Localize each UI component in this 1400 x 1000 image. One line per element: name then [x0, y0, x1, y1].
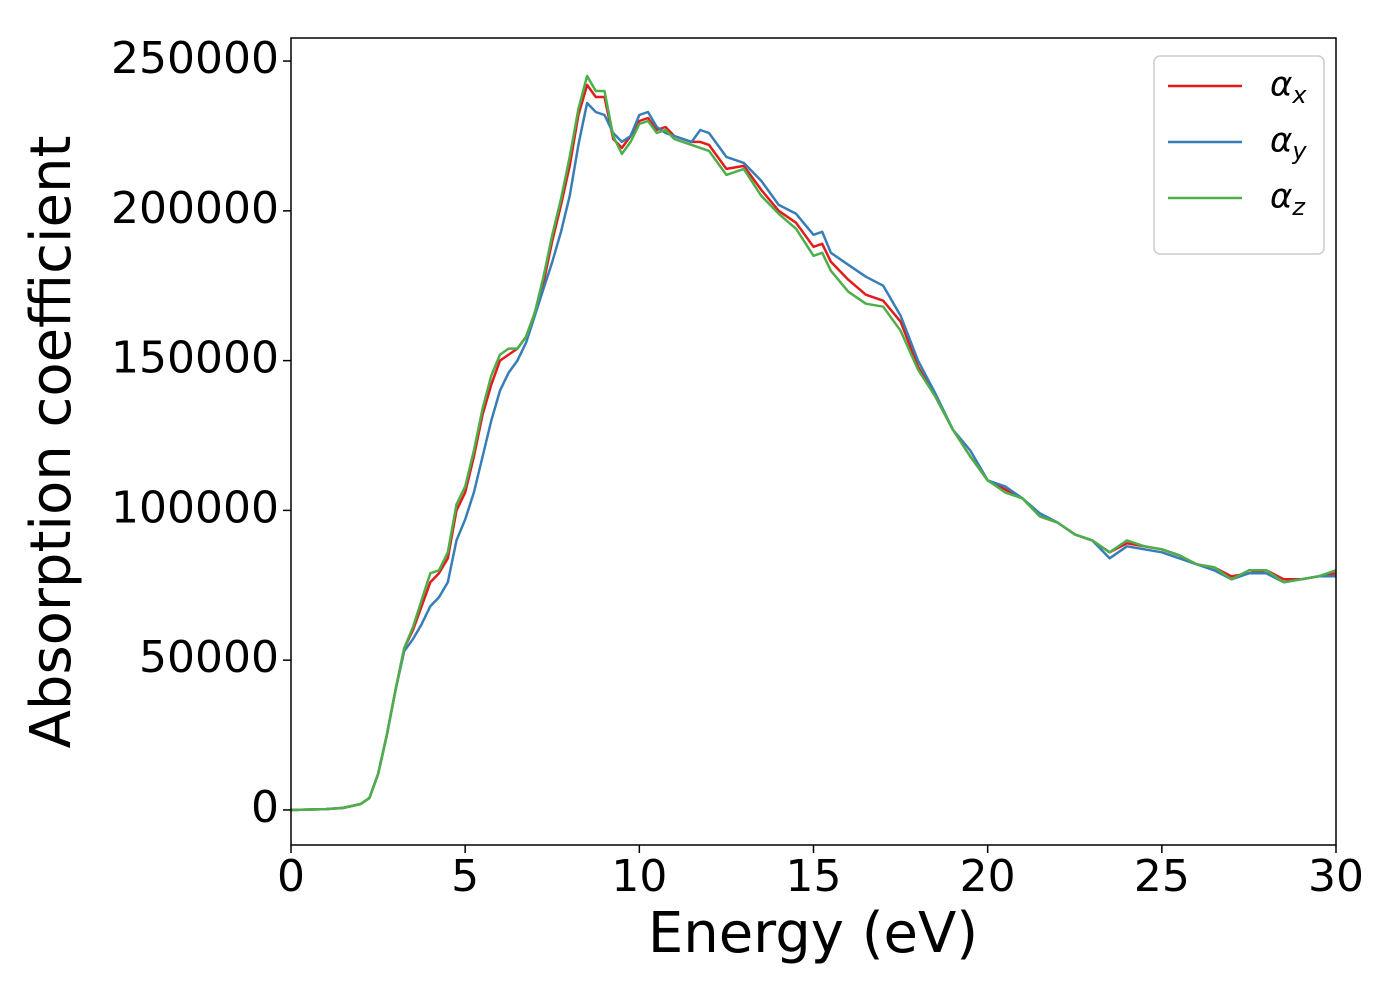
y-tick-label: 150000 — [111, 333, 279, 384]
y-tick-label: 0 — [251, 782, 279, 833]
y-tick-label: 50000 — [139, 632, 279, 683]
plot-frame — [290, 37, 1337, 846]
data-line — [290, 101, 1336, 812]
x-tick-label: 15 — [786, 851, 842, 902]
data-line — [290, 74, 1337, 812]
legend-box — [1153, 55, 1325, 255]
y-tick-label: 250000 — [111, 33, 279, 84]
x-tick-label: 5 — [451, 851, 479, 902]
x-tick-label: 20 — [960, 851, 1016, 902]
x-tick-label: 0 — [277, 851, 305, 902]
x-tick-label: 30 — [1308, 851, 1364, 902]
x-tick-label: 25 — [1134, 851, 1190, 902]
y-tick-label: 200000 — [111, 183, 279, 234]
y-axis-label: Absorption coefficient — [19, 136, 84, 749]
y-tick-label: 100000 — [111, 482, 279, 533]
x-tick-label: 10 — [611, 851, 667, 902]
x-axis-label: Energy (eV) — [648, 901, 978, 966]
